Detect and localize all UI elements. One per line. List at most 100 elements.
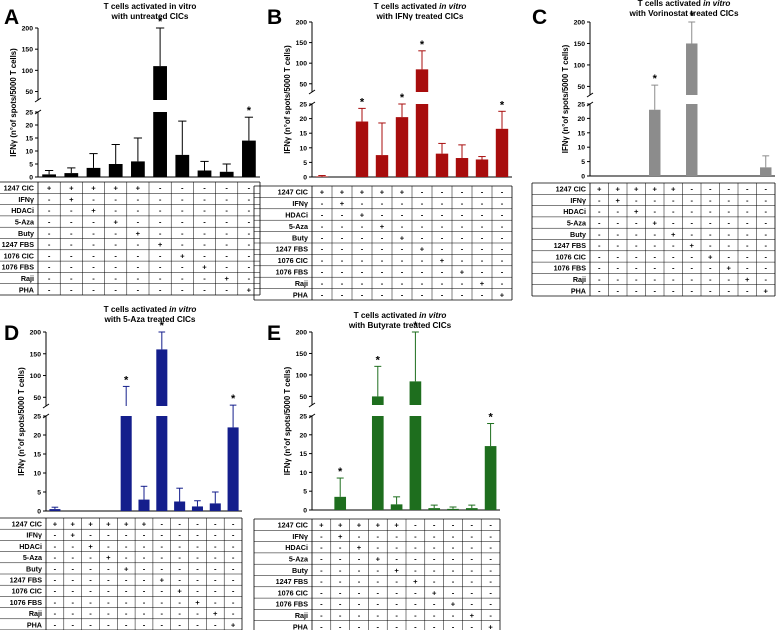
condition-sign: - [320, 554, 323, 563]
condition-sign: - [196, 564, 199, 573]
bar [108, 164, 123, 177]
y-tick-label: 200 [22, 26, 34, 33]
condition-label: IFNγ [570, 196, 586, 205]
condition-sign: - [71, 542, 74, 551]
condition-sign: - [137, 206, 140, 215]
condition-sign: - [381, 267, 384, 276]
condition-sign: - [401, 210, 404, 219]
condition-sign: - [764, 185, 767, 194]
condition-sign: - [92, 274, 95, 283]
condition-sign: - [501, 222, 504, 231]
condition-sign: - [414, 588, 417, 597]
bar [175, 154, 190, 177]
condition-sign: + [91, 206, 96, 215]
condition-sign: - [461, 233, 464, 242]
condition-sign: - [361, 245, 364, 254]
condition-sign: - [709, 286, 712, 295]
condition-sign: - [92, 240, 95, 249]
condition-sign: - [441, 210, 444, 219]
condition-sign: + [653, 218, 658, 227]
condition-sign: - [709, 196, 712, 205]
bar-upper-segment [156, 349, 168, 406]
significance-asterisk: * [338, 466, 343, 478]
condition-sign: - [471, 521, 474, 530]
condition-sign: - [71, 620, 74, 629]
condition-label: 1247 FBS [10, 576, 43, 585]
condition-sign: - [89, 609, 92, 618]
title-run: T cells activated [374, 2, 440, 11]
significance-asterisk: * [158, 16, 163, 28]
condition-sign: - [107, 620, 110, 629]
condition-sign: - [225, 240, 228, 249]
condition-sign: + [376, 521, 381, 530]
condition-sign: - [320, 577, 323, 586]
condition-sign: - [433, 543, 436, 552]
condition-sign: - [598, 241, 601, 250]
title-run: T cells activated [104, 305, 170, 314]
condition-sign: - [248, 217, 251, 226]
bar-upper-segment [686, 43, 698, 95]
y-tick-label: 150 [296, 40, 308, 47]
condition-sign: - [433, 600, 436, 609]
condition-sign: - [114, 274, 117, 283]
chart-title-line: T cells activated in vitro [354, 311, 447, 320]
condition-sign: - [92, 217, 95, 226]
condition-label: HDACi [285, 210, 308, 219]
condition-sign: - [178, 520, 181, 529]
y-tick-label: 200 [30, 330, 42, 337]
condition-sign: - [616, 207, 619, 216]
condition-sign: + [180, 251, 185, 260]
y-tick-label: 15 [299, 131, 307, 138]
condition-sign: - [225, 217, 228, 226]
condition-sign: - [54, 609, 57, 618]
condition-sign: - [54, 542, 57, 551]
condition-sign: - [248, 184, 251, 193]
condition-sign: + [338, 521, 343, 530]
condition-sign: - [395, 532, 398, 541]
bar [86, 167, 101, 177]
condition-sign: - [616, 230, 619, 239]
panel-letter: E [267, 322, 281, 345]
condition-sign: - [441, 290, 444, 299]
bar [686, 104, 698, 176]
condition-sign: + [380, 188, 385, 197]
condition-sign: - [471, 600, 474, 609]
y-tick-label: 100 [22, 68, 34, 75]
condition-sign: - [137, 251, 140, 260]
condition-sign: - [339, 554, 342, 563]
condition-label: PHA [293, 622, 308, 630]
condition-sign: - [377, 588, 380, 597]
y-tick-label: 25 [299, 414, 307, 421]
condition-sign: + [690, 241, 695, 250]
condition-sign: - [401, 222, 404, 231]
condition-sign: - [161, 598, 164, 607]
condition-sign: - [89, 598, 92, 607]
condition-sign: + [142, 520, 147, 529]
condition-sign: - [598, 218, 601, 227]
condition-sign: - [452, 554, 455, 563]
y-tick-label: 50 [33, 395, 41, 402]
condition-sign: - [54, 620, 57, 629]
condition-sign: - [48, 229, 51, 238]
condition-sign: - [653, 275, 656, 284]
condition-sign: - [320, 588, 323, 597]
condition-label: Raji [573, 275, 586, 284]
condition-sign: - [377, 566, 380, 575]
condition-sign: - [764, 252, 767, 261]
condition-sign: - [727, 207, 730, 216]
condition-sign: - [178, 576, 181, 585]
condition-sign: - [690, 252, 693, 261]
condition-label: Buty [26, 564, 42, 573]
condition-sign: - [143, 609, 146, 618]
condition-sign: - [746, 252, 749, 261]
condition-sign: - [401, 279, 404, 288]
bar [219, 171, 234, 177]
title-run: T cells activated in vitro [104, 2, 197, 11]
condition-sign: - [672, 264, 675, 273]
condition-sign: + [340, 188, 345, 197]
condition-sign: - [248, 195, 251, 204]
condition-sign: - [89, 564, 92, 573]
condition-sign: - [71, 576, 74, 585]
condition-sign: - [481, 290, 484, 299]
